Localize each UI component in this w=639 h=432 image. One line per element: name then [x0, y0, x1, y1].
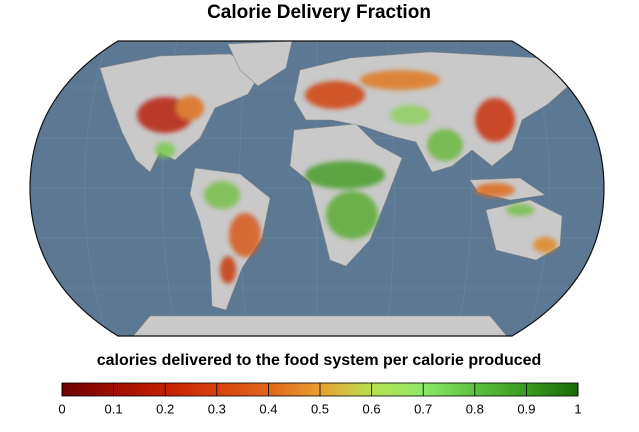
antarctica	[129, 315, 511, 336]
region-shade	[229, 213, 261, 257]
colorbar-tick-label: 0.3	[208, 401, 226, 416]
region-shade	[305, 161, 385, 189]
colorbar-label: calories delivered to the food system pe…	[97, 352, 542, 369]
colorbar-tick-label: 0.6	[363, 401, 381, 416]
map-title: Calorie Delivery Fraction	[207, 2, 431, 23]
colorbar-tick-label: 0.8	[466, 401, 484, 416]
region-shade	[155, 142, 175, 158]
colorbar: 0 0.1 0.2 0.3 0.4 0.5 0.6 0.7 0.8 0.9 1	[58, 382, 582, 416]
colorbar-tick-label: 1	[574, 401, 581, 416]
region-shade	[475, 183, 515, 197]
colorbar-tick-label: 0.2	[156, 401, 174, 416]
colorbar-tick-label: 0	[58, 401, 65, 416]
region-shade	[360, 70, 440, 90]
cropland-shading	[137, 70, 557, 284]
region-shade	[390, 105, 430, 125]
region-shade	[305, 81, 365, 109]
colorbar-tick-label: 0.9	[517, 401, 535, 416]
region-shade	[220, 256, 236, 284]
region-shade	[204, 181, 240, 209]
colorbar-tick-label: 0.1	[105, 401, 123, 416]
region-shade	[176, 96, 204, 120]
region-shade	[506, 204, 534, 216]
world-map	[29, 40, 605, 337]
map-border	[29, 40, 605, 337]
colorbar-tick-label: 0.7	[414, 401, 432, 416]
colorbar-tick-label: 0.4	[259, 401, 277, 416]
region-shade	[533, 237, 557, 253]
region-shade	[326, 191, 378, 239]
region-shade	[427, 129, 463, 161]
colorbar-tick-label: 0.5	[311, 401, 329, 416]
region-shade	[475, 98, 515, 142]
